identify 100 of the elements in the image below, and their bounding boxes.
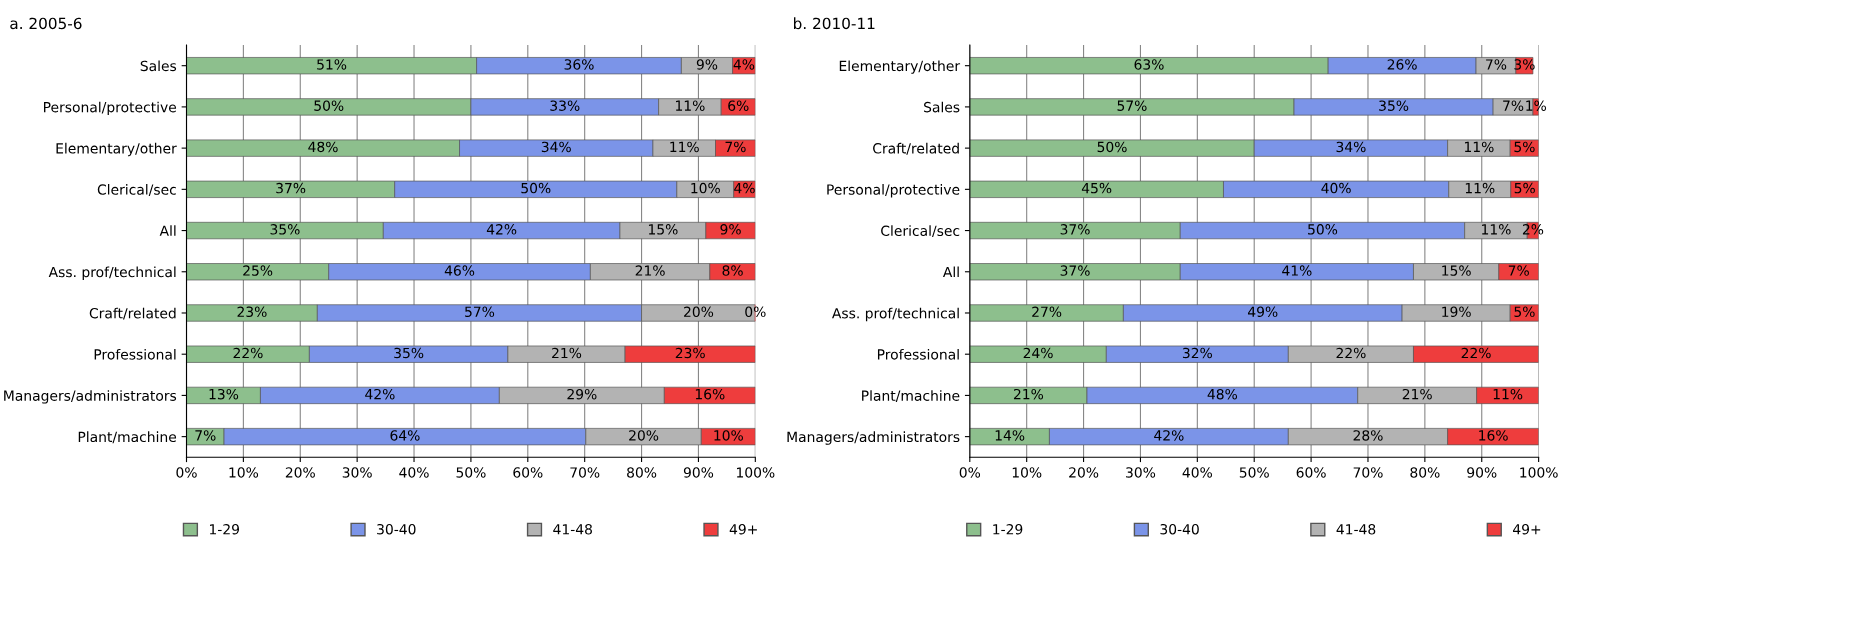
data-label: 35% — [1379, 100, 1409, 111]
data-label: 14% — [995, 430, 1025, 441]
data-label: 49% — [1247, 306, 1278, 318]
data-label: 16% — [1479, 430, 1508, 441]
data-label: 50% — [521, 182, 551, 194]
data-label: 36% — [564, 59, 594, 70]
data-label: 27% — [1032, 306, 1062, 318]
x-tick-label: 60% — [1296, 467, 1326, 478]
y-tick-label: Clerical/sec — [97, 184, 176, 196]
data-label: 22% — [1461, 347, 1491, 359]
y-tick-label: Elementary/other — [839, 60, 961, 74]
y-tick-label: All — [159, 225, 176, 236]
data-label: 5% — [1514, 306, 1535, 318]
x-tick-label: 70% — [1353, 467, 1383, 478]
data-label: 37% — [1060, 224, 1090, 235]
x-tick-label: 100% — [1520, 467, 1558, 478]
data-label: 21% — [1402, 388, 1432, 400]
y-tick-label: Professional — [94, 348, 176, 360]
data-label: 37% — [1060, 265, 1090, 276]
data-label: 35% — [394, 347, 424, 359]
legend-label: 1-29 — [210, 523, 240, 535]
data-label: 6% — [728, 100, 749, 111]
y-tick-label: Sales — [924, 101, 960, 113]
legend-label: 49+ — [1513, 523, 1541, 535]
data-label: 21% — [635, 265, 665, 276]
data-label: 34% — [1336, 141, 1366, 153]
data-label: 8% — [722, 265, 743, 276]
y-tick-label: Managers/administrators — [787, 431, 960, 445]
data-label: 5% — [1514, 141, 1535, 153]
data-label: 20% — [684, 306, 714, 318]
data-label: 22% — [1336, 347, 1366, 359]
data-label: 7% — [725, 141, 746, 153]
data-label: 11% — [1465, 182, 1495, 194]
data-label: 13% — [209, 388, 239, 400]
data-label: 42% — [1154, 430, 1184, 441]
y-tick-label: Ass. prof/technical — [832, 307, 959, 322]
data-label: 32% — [1182, 347, 1212, 359]
x-tick-label: 10% — [229, 467, 259, 478]
data-label: 7% — [1486, 59, 1507, 70]
y-tick-label: All — [942, 266, 959, 278]
x-tick-label: 100% — [737, 467, 775, 478]
data-label: 50% — [1308, 224, 1338, 235]
y-tick-label: Sales — [140, 60, 177, 72]
data-label: 20% — [629, 430, 659, 441]
data-label: 23% — [237, 306, 267, 318]
data-label: 45% — [1081, 182, 1112, 194]
x-tick-label: 80% — [1410, 467, 1440, 478]
y-tick-label: Clerical/sec — [881, 225, 960, 238]
legend-label: 30-40 — [1160, 523, 1199, 535]
data-label: 15% — [648, 224, 678, 235]
x-tick-label: 60% — [513, 467, 543, 478]
data-label: 23% — [675, 347, 705, 359]
y-tick-label: Craft/related — [89, 307, 176, 320]
data-label: 9% — [696, 59, 718, 70]
data-label: 15% — [1442, 265, 1471, 276]
y-tick-label: Professional — [877, 348, 959, 360]
data-label: 0% — [745, 306, 766, 318]
data-label: 11% — [1482, 224, 1511, 235]
data-label: 11% — [1464, 141, 1494, 153]
data-label: 26% — [1387, 59, 1417, 70]
x-tick-label: 70% — [570, 467, 600, 478]
data-label: 22% — [233, 347, 263, 359]
x-tick-label: 20% — [1069, 467, 1099, 478]
x-tick-label: 90% — [1467, 467, 1497, 478]
data-label: 29% — [567, 388, 597, 400]
data-label: 9% — [720, 224, 741, 235]
x-tick-label: 30% — [342, 467, 372, 478]
data-label: 46% — [444, 265, 475, 276]
data-label: 11% — [676, 100, 705, 111]
data-label: 19% — [1442, 306, 1471, 318]
x-tick-label: 30% — [1126, 467, 1156, 478]
text: a. 2005-6 — [10, 17, 82, 30]
y-tick-label: Ass. prof/technical — [48, 266, 176, 280]
data-label: 11% — [670, 141, 699, 153]
data-label: 48% — [1207, 388, 1238, 400]
data-label: 57% — [1117, 100, 1147, 111]
y-tick-label: Elementary/other — [56, 142, 177, 157]
data-label: 57% — [465, 306, 495, 318]
data-label: 42% — [365, 388, 395, 400]
data-label: 41% — [1282, 265, 1312, 276]
legend-label: 30-40 — [377, 523, 416, 535]
legend-label: 49+ — [729, 523, 757, 535]
data-label: 37% — [276, 182, 306, 194]
text: b. 2010-11 — [794, 17, 875, 30]
x-tick-label: 0% — [959, 467, 981, 478]
data-label: 11% — [1493, 388, 1523, 400]
data-label: 34% — [541, 141, 571, 153]
data-label: 64% — [390, 430, 420, 441]
y-tick-label: Plant/machine — [78, 431, 177, 444]
data-label: 50% — [1097, 141, 1127, 153]
y-tick-label: Personal/protective — [44, 101, 177, 116]
data-label: 10% — [714, 430, 743, 441]
y-tick-label: Personal/protective — [827, 184, 960, 198]
data-label: 7% — [1503, 100, 1524, 111]
legend-label: 41-48 — [1336, 523, 1376, 535]
data-label: 63% — [1134, 59, 1164, 70]
data-label: 7% — [1508, 265, 1529, 276]
x-tick-label: 80% — [627, 467, 657, 478]
data-label: 33% — [550, 100, 580, 111]
data-label: 50% — [314, 100, 344, 111]
